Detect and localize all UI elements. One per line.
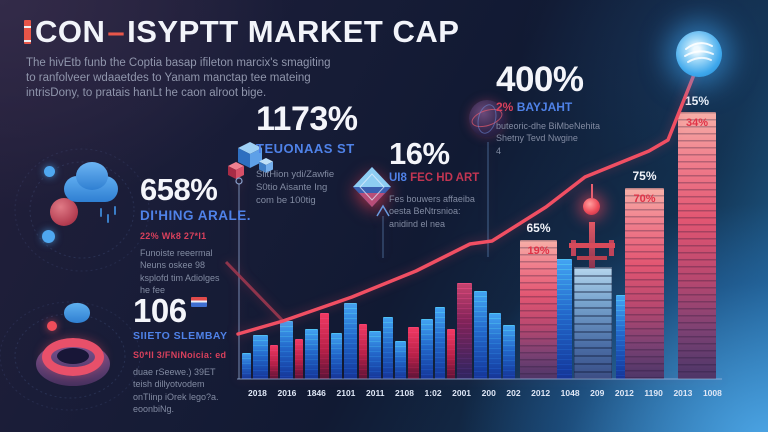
planet-sphere-icon (50, 198, 78, 226)
building (489, 313, 501, 379)
stat-dyhing: 658% DI'HING ARALE. 22% Wk8 27*I1 Funois… (140, 174, 272, 297)
stat-bayjaht-label-red: 2% (496, 100, 514, 114)
x-axis-year-labels: 2018 2016 1846 2101 2011 2108 1:02 2001 200 202 20… (248, 388, 722, 398)
stat-teuonaas-value: 1173% (256, 100, 358, 138)
axis-year-label: 2012 (614, 388, 634, 398)
tower-orb-icon (583, 198, 600, 215)
rain-streak-icon (107, 214, 109, 223)
globe-swirl-lines (684, 42, 714, 63)
title-separator: – (107, 14, 126, 49)
torus-hole (57, 348, 89, 364)
stat-sdeto-label: SIIETO SLEMBAY (133, 330, 228, 342)
building (447, 329, 455, 379)
axis-year-label: 2011 (366, 388, 385, 398)
stat-teuonaas: 1173% TEUONAAS ST SlitHion ydi/Zawfie S0… (256, 102, 386, 207)
tower-needle (591, 184, 593, 199)
bar-65: 19% (520, 240, 557, 379)
building (556, 259, 572, 379)
bar-75-label: 75% (632, 169, 657, 183)
bar-75-inner-value: 70% (633, 193, 656, 205)
building (344, 303, 357, 379)
axis-year-label: 1846 (307, 388, 326, 398)
blob-icon (64, 303, 90, 323)
building (435, 307, 445, 379)
stat-bayjaht: 400% 2% BAYJAHT buteoric-dhe BiMbeNehita… (496, 62, 661, 157)
tower-arm (569, 243, 615, 248)
page-subtitle: The hivEtb funb the Coptia basap ifileto… (26, 57, 331, 100)
orbit-dot-icon (44, 166, 55, 177)
tower-building-illustration (574, 267, 612, 379)
building (331, 333, 342, 379)
stat-dyhing-value: 658% (140, 172, 218, 207)
stat-fechdart-label-red: FEC HD ART (410, 172, 480, 184)
title-part-2: ISYPTT MARKET CAP (127, 14, 460, 49)
stat-sdeto-highlight: S0*II 3/FNiNoicia: ed (133, 350, 227, 360)
building (503, 325, 515, 379)
bar-65-label: 65% (526, 221, 551, 235)
axis-year-label: 2001 (452, 388, 472, 398)
stat-teuonaas-body: SlitHion ydi/Zawfie S0tio Aisante Ing co… (256, 169, 335, 207)
building (270, 345, 278, 379)
page-title: CON – ISYPTT MARKET CAP (24, 14, 459, 50)
axis-year-label: 1008 (702, 388, 722, 398)
stat-teuonaas-label: TEUONAAS ST (256, 141, 355, 156)
bar-15-label: 15% (684, 94, 710, 108)
building (474, 291, 487, 379)
bar-75: 70% (625, 188, 664, 379)
building (253, 335, 268, 379)
building (369, 331, 381, 379)
stat-sdeto-body: duae rSeewe.) 39ET teish dillyotvodem on… (133, 367, 219, 415)
axis-year-label: 202 (506, 388, 521, 398)
building (305, 329, 318, 379)
stat-sdeto: 106 SIIETO SLEMBAY S0*II 3/FNiNoicia: ed… (133, 294, 265, 416)
building (320, 313, 329, 379)
title-accent-icon (24, 20, 31, 44)
axis-year-label: 1048 (560, 388, 580, 398)
title-part-1: CON (35, 14, 106, 49)
stat-sdeto-value: 106 (133, 292, 187, 329)
building (421, 319, 433, 379)
stat-fechdart-label-blue: UI8 (389, 172, 407, 184)
glowing-globe-icon (676, 31, 722, 77)
axis-year-label: 2018 (248, 388, 267, 398)
building (616, 295, 626, 379)
axis-year-label: 2012 (531, 388, 551, 398)
building (395, 341, 406, 379)
building (383, 317, 393, 379)
stat-bayjaht-value: 400% (496, 60, 584, 99)
axis-year-label: 2101 (336, 388, 356, 398)
stat-fechdart-body: Fes bouwers affaeiba oesta BeNtrsnioa: a… (389, 194, 475, 229)
stat-dyhing-highlight: 22% Wk8 27*I1 (140, 231, 207, 241)
axis-year-label: 2013 (673, 388, 693, 398)
flag-icon (190, 297, 207, 307)
building (280, 321, 293, 379)
cloud-icon-bump (76, 162, 108, 190)
rain-streak-icon (100, 208, 102, 217)
stat-dyhing-body: Funoiste reeermal Neuns oskee 98 ksplofd… (140, 248, 220, 296)
axis-year-label: 200 (481, 388, 496, 398)
building (295, 339, 303, 379)
axis-year-label: 1:02 (424, 388, 442, 398)
building (408, 327, 419, 379)
building (359, 324, 367, 379)
building (242, 353, 251, 379)
axis-year-label: 2108 (395, 388, 414, 398)
stat-bayjaht-body: buteoric-dhe BiMbeNehita Shetny Tevd Nwg… (496, 121, 601, 156)
rain-streak-icon (114, 206, 116, 215)
bar-15-inner-value: 34% (685, 117, 709, 129)
bar-15: 34% (678, 112, 716, 379)
axis-year-label: 2016 (277, 388, 297, 398)
torus-ring-icon (42, 338, 104, 376)
stat-bayjaht-label-blue: BAYJAHT (516, 100, 573, 114)
axis-year-label: 1190 (644, 388, 663, 398)
bar-65-inner-value: 19% (527, 245, 550, 257)
tower-arm-lower (577, 256, 607, 260)
axis-year-label: 209 (590, 388, 605, 398)
stat-dyhing-label: DI'HING ARALE. (140, 208, 251, 223)
orbit-dot-icon (42, 230, 55, 243)
building (457, 283, 472, 379)
red-dot-icon (47, 321, 57, 331)
